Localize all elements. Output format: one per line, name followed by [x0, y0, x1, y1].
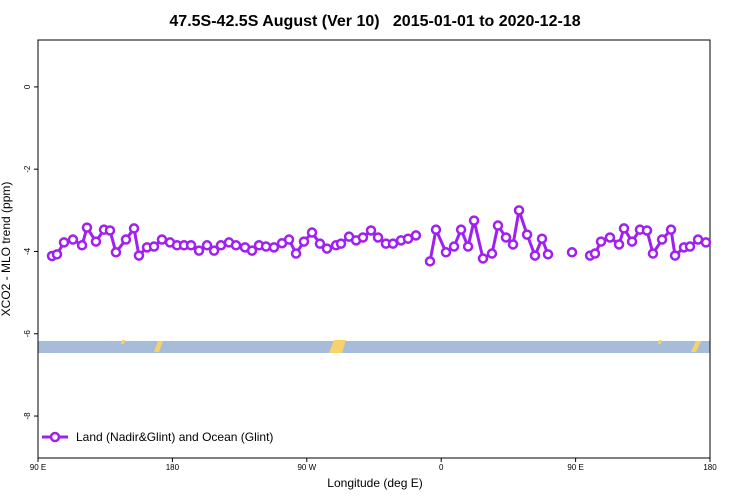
point	[283, 234, 295, 245]
x-tick-label: 0	[439, 463, 444, 472]
point	[618, 223, 630, 234]
point	[486, 248, 498, 259]
point	[215, 240, 227, 251]
point	[669, 250, 681, 261]
point	[529, 250, 541, 261]
point	[306, 227, 318, 238]
legend-label: Land (Nadir&Glint) and Ocean (Glint)	[76, 430, 273, 444]
point	[440, 247, 452, 258]
x-tick-label: 90 W	[297, 463, 316, 472]
point	[641, 225, 653, 236]
point	[387, 238, 399, 249]
x-tick-label: 180	[703, 463, 717, 472]
point	[81, 222, 93, 233]
point	[542, 249, 554, 260]
x-tick-label: 90 E	[30, 463, 46, 472]
point	[51, 249, 63, 260]
point	[647, 248, 659, 259]
coverage-band	[38, 341, 710, 353]
legend-marker	[49, 431, 61, 443]
point	[372, 232, 384, 243]
x-axis-label: Longitude (deg E)	[327, 476, 422, 490]
point	[321, 243, 333, 254]
point	[230, 240, 242, 251]
point	[448, 241, 460, 252]
x-tick-label: 90 E	[567, 463, 583, 472]
point	[335, 238, 347, 249]
plot-frame	[37, 39, 711, 459]
legend: Land (Nadir&Glint) and Ocean (Glint)	[42, 430, 273, 444]
point	[536, 233, 548, 244]
point	[268, 242, 280, 253]
point	[90, 236, 102, 247]
point	[500, 232, 512, 243]
point	[424, 256, 436, 267]
point	[128, 223, 140, 234]
point	[492, 220, 504, 231]
point	[513, 205, 525, 216]
y-axis-label: XCO2 - MLO trend (ppm)	[0, 182, 13, 317]
point	[246, 245, 258, 256]
point	[298, 236, 310, 247]
point	[201, 240, 213, 251]
land-patches	[121, 340, 701, 353]
point	[67, 234, 79, 245]
point	[700, 237, 712, 248]
point	[455, 224, 467, 235]
point	[665, 224, 677, 235]
point	[613, 239, 625, 250]
y-tick-label: 0	[23, 84, 32, 89]
point	[656, 234, 668, 245]
point	[477, 253, 489, 264]
point	[626, 236, 638, 247]
point	[314, 238, 326, 249]
y-tick-label: -8	[23, 412, 32, 420]
point	[468, 215, 480, 226]
point	[148, 241, 160, 252]
point	[430, 224, 442, 235]
point	[133, 250, 145, 261]
point	[58, 237, 70, 248]
y-tick-label: -6	[23, 330, 32, 338]
point	[76, 240, 88, 251]
chart-title: 47.5S-42.5S August (Ver 10) 2015-01-01 t…	[169, 13, 580, 30]
point	[410, 230, 422, 241]
point	[120, 234, 132, 245]
point	[566, 247, 578, 258]
y-tick-label: -4	[23, 247, 32, 255]
point	[193, 245, 205, 256]
point	[357, 232, 369, 243]
point	[684, 241, 696, 252]
point	[589, 248, 601, 259]
x-tick-label: 180	[166, 463, 180, 472]
point	[104, 225, 116, 236]
point	[595, 236, 607, 247]
point	[185, 240, 197, 251]
point	[604, 232, 616, 243]
point	[208, 245, 220, 256]
point	[521, 229, 533, 240]
point	[365, 225, 377, 236]
y-tick-label: -2	[23, 165, 32, 173]
point	[110, 247, 122, 258]
point	[156, 234, 168, 245]
point	[507, 239, 519, 250]
point	[290, 248, 302, 259]
point	[462, 241, 474, 252]
